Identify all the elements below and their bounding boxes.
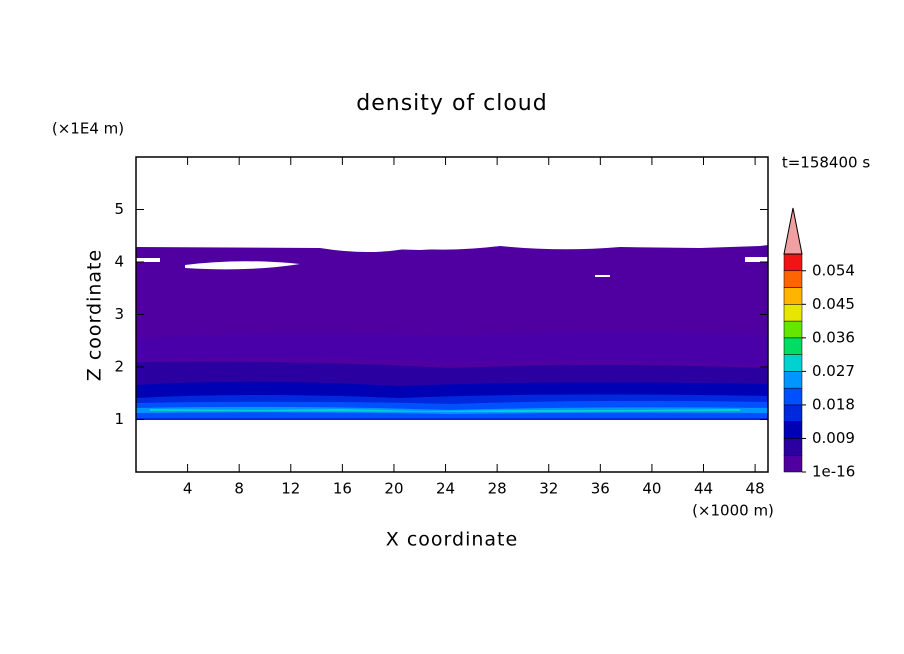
time-annotation: t=158400 s bbox=[782, 154, 870, 172]
contour-field bbox=[136, 240, 768, 420]
x-tick-label: 20 bbox=[384, 480, 403, 498]
colorbar-band bbox=[783, 421, 803, 439]
x-tick-label: 36 bbox=[591, 480, 610, 498]
y-tick-label: 2 bbox=[114, 358, 124, 376]
colorbar-tick-label: 0.054 bbox=[812, 261, 855, 279]
chart-title: density of cloud bbox=[356, 91, 547, 116]
colorbar-band bbox=[783, 270, 803, 288]
colorbar-tick-label: 0.009 bbox=[812, 429, 855, 447]
x-axis-label: X coordinate bbox=[386, 529, 518, 551]
y-tick-label: 4 bbox=[114, 253, 124, 271]
y-tick-label: 1 bbox=[114, 410, 124, 428]
colorbar-tick-label: 0.036 bbox=[812, 328, 855, 346]
x-tick-label: 40 bbox=[642, 480, 661, 498]
x-unit: (×1000 m) bbox=[692, 502, 774, 520]
y-tick-label: 5 bbox=[114, 200, 124, 218]
colorbar-band bbox=[783, 320, 803, 339]
colorbar-extend bbox=[783, 207, 803, 255]
colorbar-band bbox=[783, 438, 803, 456]
x-tick-label: 32 bbox=[539, 480, 558, 498]
colorbar-tick-label: 0.027 bbox=[812, 362, 855, 380]
colorbar-tick-label: 0.045 bbox=[812, 295, 855, 313]
x-tick-label: 16 bbox=[333, 480, 352, 498]
x-tick-label: 24 bbox=[436, 480, 455, 498]
colorbar-tick-label: 0.018 bbox=[812, 395, 855, 413]
colorbar-band bbox=[783, 404, 803, 422]
colorbar-band bbox=[783, 304, 803, 322]
x-tick-label: 44 bbox=[694, 480, 713, 498]
colorbar-band bbox=[783, 371, 803, 389]
x-tick-label: 28 bbox=[488, 480, 507, 498]
colorbar-band bbox=[783, 337, 803, 355]
x-tick-label: 12 bbox=[281, 480, 300, 498]
y-unit: (×1E4 m) bbox=[52, 120, 124, 138]
x-tick-label: 48 bbox=[746, 480, 765, 498]
colorbar-band bbox=[783, 454, 803, 473]
x-tick-label: 8 bbox=[234, 480, 244, 498]
colorbar-band bbox=[783, 253, 803, 272]
colorbar-band bbox=[783, 387, 803, 406]
colorbar-band bbox=[783, 354, 803, 372]
y-axis-label: Z coordinate bbox=[84, 249, 106, 381]
y-tick-label: 3 bbox=[114, 305, 124, 323]
x-tick-label: 4 bbox=[183, 480, 193, 498]
colorbar-tick-label: 1e-16 bbox=[812, 463, 855, 481]
colorbar-band bbox=[783, 287, 803, 305]
